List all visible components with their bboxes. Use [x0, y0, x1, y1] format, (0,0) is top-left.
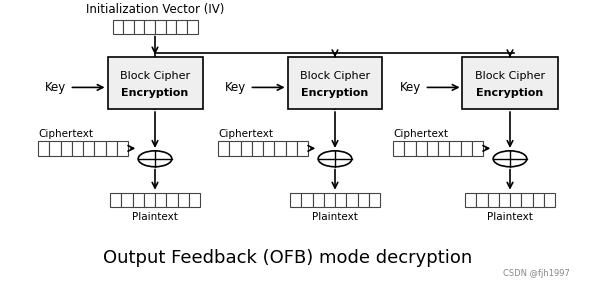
Bar: [335, 192, 346, 207]
Bar: [404, 141, 416, 156]
Bar: [438, 141, 449, 156]
Circle shape: [318, 151, 352, 167]
Bar: [145, 20, 155, 33]
Bar: [113, 20, 123, 33]
Text: Block Cipher: Block Cipher: [475, 71, 545, 81]
Bar: [189, 192, 200, 207]
Bar: [461, 141, 472, 156]
Bar: [218, 141, 229, 156]
Circle shape: [493, 151, 527, 167]
Bar: [274, 141, 286, 156]
Bar: [155, 20, 166, 33]
Bar: [123, 20, 134, 33]
Bar: [472, 141, 483, 156]
Text: Ciphertext: Ciphertext: [393, 129, 448, 139]
Text: Encryption: Encryption: [476, 88, 544, 98]
Bar: [144, 192, 155, 207]
Bar: [134, 20, 145, 33]
Bar: [521, 192, 533, 207]
Bar: [301, 192, 313, 207]
Text: Output Feedback (OFB) mode decryption: Output Feedback (OFB) mode decryption: [103, 249, 473, 267]
Bar: [463, 57, 557, 109]
Bar: [346, 192, 358, 207]
Text: Key: Key: [225, 81, 247, 94]
Bar: [324, 192, 335, 207]
Text: Ciphertext: Ciphertext: [38, 129, 93, 139]
Bar: [133, 192, 144, 207]
Bar: [263, 141, 274, 156]
Bar: [487, 192, 499, 207]
Bar: [117, 141, 128, 156]
Bar: [287, 57, 383, 109]
Bar: [499, 192, 510, 207]
Bar: [416, 141, 427, 156]
Bar: [252, 141, 263, 156]
Bar: [465, 192, 476, 207]
Bar: [121, 192, 133, 207]
Text: Key: Key: [400, 81, 421, 94]
Bar: [290, 192, 301, 207]
Text: Plaintext: Plaintext: [132, 212, 178, 222]
Bar: [297, 141, 308, 156]
Bar: [533, 192, 544, 207]
Bar: [110, 192, 121, 207]
Text: Key: Key: [45, 81, 67, 94]
Bar: [369, 192, 380, 207]
Bar: [166, 20, 176, 33]
Text: Encryption: Encryption: [121, 88, 188, 98]
Text: Plaintext: Plaintext: [487, 212, 533, 222]
Text: Ciphertext: Ciphertext: [218, 129, 273, 139]
Bar: [72, 141, 83, 156]
Text: CSDN @fjh1997: CSDN @fjh1997: [503, 269, 570, 278]
Text: Initialization Vector (IV): Initialization Vector (IV): [86, 3, 224, 16]
Text: Block Cipher: Block Cipher: [120, 71, 190, 81]
Bar: [155, 192, 166, 207]
Bar: [178, 192, 189, 207]
Bar: [544, 192, 555, 207]
Bar: [187, 20, 197, 33]
Bar: [241, 141, 252, 156]
Bar: [166, 192, 178, 207]
Text: Encryption: Encryption: [301, 88, 368, 98]
Bar: [393, 141, 404, 156]
Bar: [313, 192, 324, 207]
Text: Plaintext: Plaintext: [312, 212, 358, 222]
Bar: [427, 141, 438, 156]
Bar: [176, 20, 187, 33]
Bar: [106, 141, 117, 156]
Bar: [83, 141, 94, 156]
Bar: [510, 192, 521, 207]
Bar: [449, 141, 461, 156]
Bar: [286, 141, 297, 156]
Text: Block Cipher: Block Cipher: [300, 71, 370, 81]
Bar: [94, 141, 106, 156]
Bar: [38, 141, 49, 156]
Bar: [49, 141, 61, 156]
Circle shape: [138, 151, 172, 167]
Bar: [229, 141, 241, 156]
Bar: [358, 192, 369, 207]
Bar: [61, 141, 72, 156]
Bar: [107, 57, 203, 109]
Bar: [476, 192, 488, 207]
